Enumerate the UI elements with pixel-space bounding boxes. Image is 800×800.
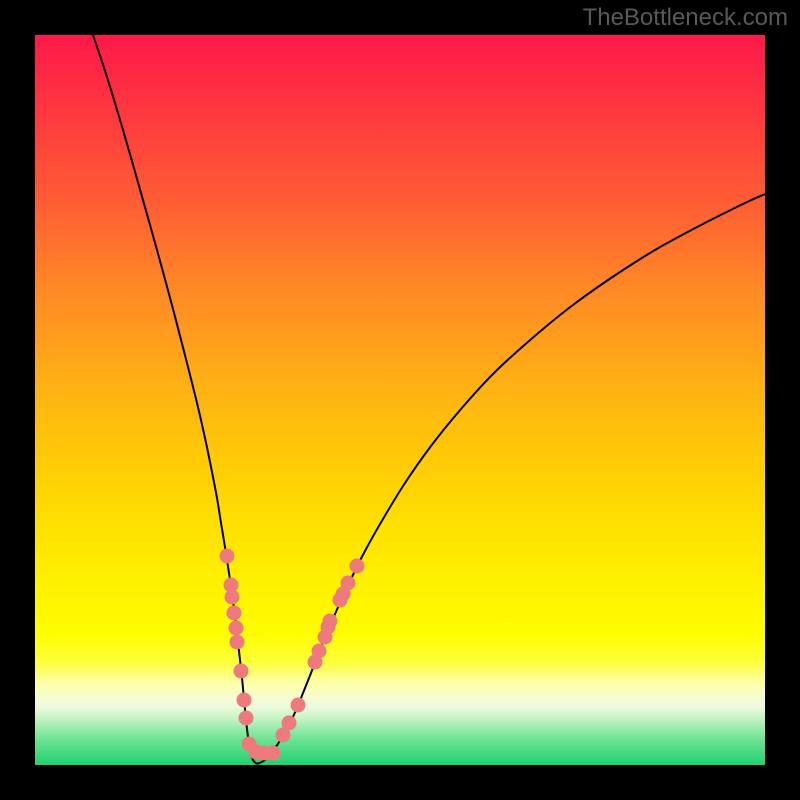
markers-group: [220, 549, 365, 761]
marker-dot: [282, 716, 297, 731]
marker-dot: [227, 606, 242, 621]
marker-dot: [266, 746, 281, 761]
marker-dot: [234, 664, 249, 679]
marker-dot: [229, 621, 244, 636]
curve-right-branch: [257, 194, 765, 764]
marker-dot: [350, 559, 365, 574]
marker-dot: [230, 635, 245, 650]
marker-dot: [312, 644, 327, 659]
watermark-text: TheBottleneck.com: [583, 4, 788, 32]
marker-dot: [239, 711, 254, 726]
marker-dot: [291, 698, 306, 713]
marker-dot: [323, 614, 338, 629]
marker-dot: [341, 576, 356, 591]
marker-dot: [225, 590, 240, 605]
plot-area: [35, 35, 765, 765]
chart-svg: [35, 35, 765, 765]
figure-canvas: TheBottleneck.com: [0, 0, 800, 800]
marker-dot: [220, 549, 235, 564]
marker-dot: [237, 693, 252, 708]
curve-left-branch: [93, 35, 257, 764]
